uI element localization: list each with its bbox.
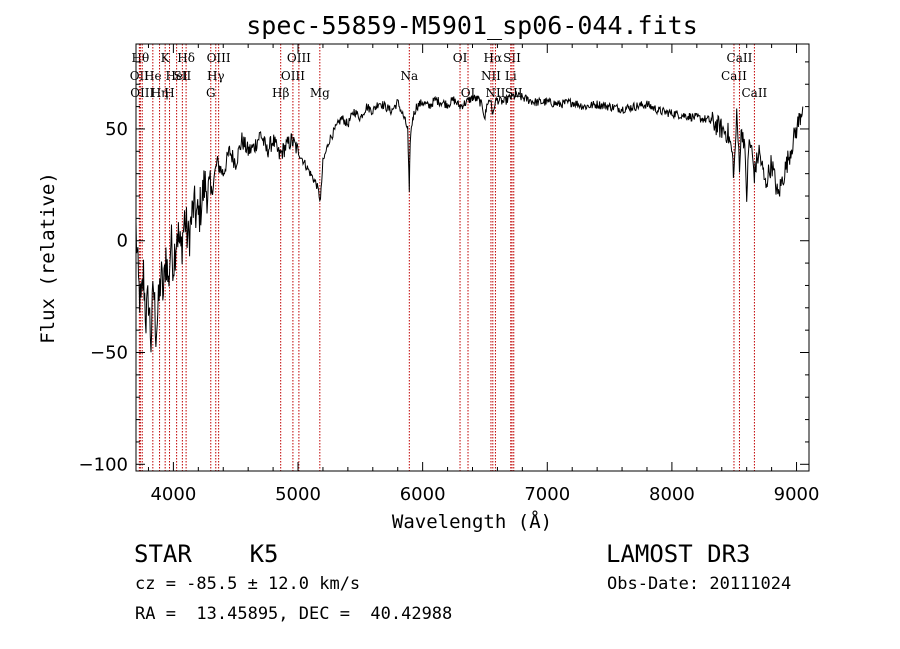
line-label-8: SII <box>174 69 192 83</box>
line-label-26: CaII <box>721 69 747 83</box>
line-label-10: G <box>206 86 216 100</box>
line-label-5: K <box>161 51 171 65</box>
x-tick-label-0: 4000 <box>150 484 196 505</box>
line-label-14: OIII <box>281 69 305 83</box>
x-tick-label-5: 9000 <box>774 484 820 505</box>
spectrum-series <box>135 91 804 353</box>
line-label-20: NII <box>481 69 501 83</box>
coordinates: RA = 13.45895, DEC = 40.42988 <box>135 604 453 624</box>
survey-name: LAMOST DR3 <box>606 540 751 568</box>
x-tick-label-2: 6000 <box>400 484 446 505</box>
line-label-12: OIII <box>207 51 231 65</box>
line-label-21: Hα <box>484 51 503 65</box>
x-axis-ticks: 4000 5000 6000 7000 8000 9000 <box>147 44 820 505</box>
line-label-6: H <box>164 86 174 100</box>
series-line-0 <box>135 91 804 353</box>
x-tick-label-4: 8000 <box>649 484 695 505</box>
line-label-9: Hδ <box>177 51 195 65</box>
y-axis-label: Flux (relative) <box>37 172 59 344</box>
line-label-13: Hβ <box>272 86 289 100</box>
y-tick-label-1: −50 <box>90 343 128 364</box>
line-label-17: Na <box>400 69 418 83</box>
y-tick-label-0: −100 <box>79 454 128 475</box>
spectral-line-markers: HθOIIOIIIHeHηKHHeISIIHδGHγOIIIHβOIIIOIII… <box>130 44 768 471</box>
line-label-23: Li <box>505 69 517 83</box>
line-label-22: NII <box>485 86 505 100</box>
line-label-18: OI <box>453 51 468 65</box>
y-tick-label-3: 50 <box>105 119 128 140</box>
line-label-0: Hθ <box>132 51 150 65</box>
line-label-15: OIII <box>287 51 311 65</box>
line-label-28: CaII <box>741 86 767 100</box>
x-axis-label: Wavelength (Å) <box>392 510 552 533</box>
y-axis-ticks: −100 −50 0 50 <box>79 61 809 475</box>
line-label-16: Mg <box>310 86 330 100</box>
line-label-4: Hη <box>151 86 169 100</box>
line-label-27: CaII <box>727 51 753 65</box>
redshift-text: cz = -85.5 ± 12.0 km/s <box>135 574 361 594</box>
line-label-11: Hγ <box>207 69 225 83</box>
object-class: STAR K5 <box>134 540 279 568</box>
line-label-1: OII <box>130 69 150 83</box>
x-tick-label-1: 5000 <box>275 484 321 505</box>
obs-date: Obs-Date: 20111024 <box>607 574 792 594</box>
plot-frame <box>135 43 810 472</box>
x-tick-label-3: 7000 <box>524 484 570 505</box>
line-label-24: SII <box>503 51 521 65</box>
chart-title: spec-55859-M5901_sp06-044.fits <box>246 11 698 40</box>
y-tick-label-2: 0 <box>117 231 128 252</box>
line-label-3: He <box>144 69 162 83</box>
